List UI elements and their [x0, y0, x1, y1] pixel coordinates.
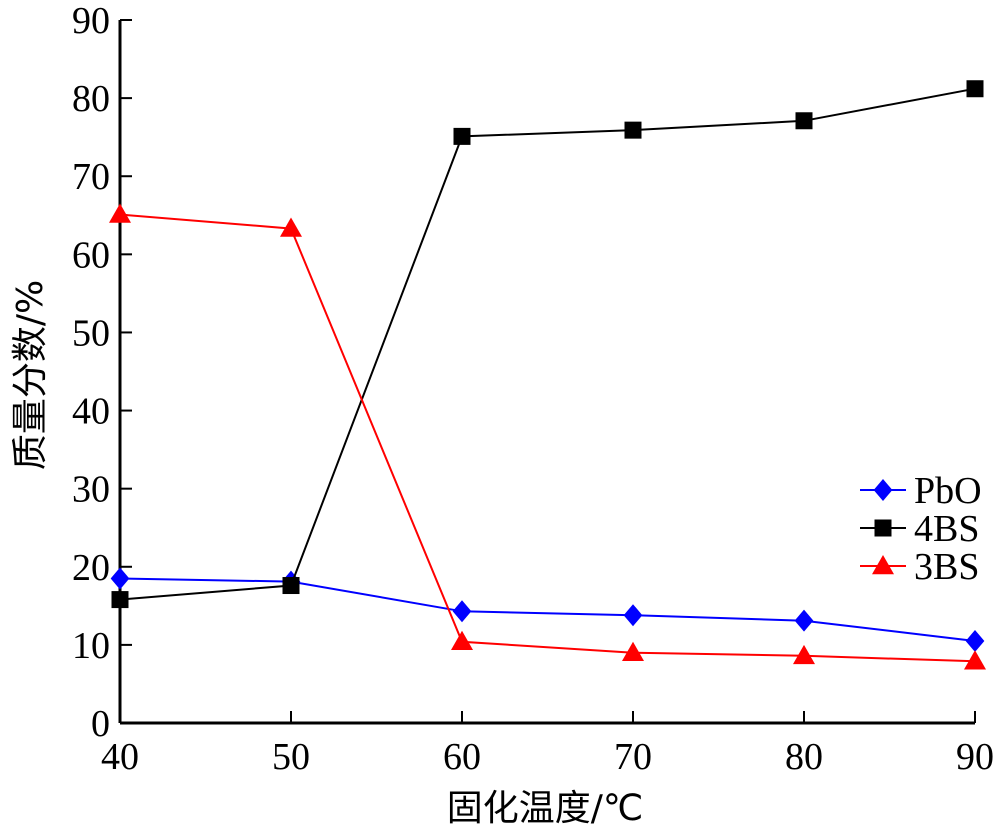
- y-tick-label: 50: [72, 312, 110, 354]
- data-point-pbo: [623, 604, 643, 627]
- axes: [118, 20, 975, 725]
- data-point-pbo: [965, 629, 985, 652]
- legend-entry-pbo: PbO: [860, 470, 982, 512]
- data-point-pbo: [794, 609, 814, 632]
- data-point-4bs: [624, 121, 642, 139]
- series-line-3bs: [119, 213, 976, 663]
- data-point-3bs: [109, 203, 131, 223]
- legend-entry-4bs: 4BS: [860, 508, 979, 550]
- series-pbo: [110, 567, 985, 652]
- x-tick-label: 80: [785, 736, 823, 778]
- legend-entry-3bs: 3BS: [860, 546, 979, 588]
- series-3bs: [109, 203, 986, 670]
- x-tick-label: 70: [614, 736, 652, 778]
- legend-marker: [872, 555, 894, 575]
- legend-label: 4BS: [914, 508, 979, 550]
- y-axis-ticks: 0 10 20 30 40 50 60 70 80 90: [72, 0, 132, 745]
- data-point-pbo: [452, 600, 472, 623]
- x-tick-label: 60: [443, 736, 481, 778]
- x-tick-label: 40: [101, 736, 139, 778]
- data-point-3bs: [964, 650, 986, 670]
- y-tick-label: 80: [72, 78, 110, 120]
- series-4bs: [111, 80, 984, 609]
- y-tick-label: 20: [72, 547, 110, 589]
- y-tick-label: 0: [91, 703, 110, 745]
- x-axis-title: 固化温度/℃: [447, 788, 644, 829]
- data-point-4bs: [966, 80, 984, 98]
- data-point-pbo: [110, 567, 130, 590]
- y-tick-label: 90: [72, 0, 110, 42]
- y-axis-title: 质量分数/%: [10, 280, 51, 470]
- data-point-3bs: [451, 630, 473, 651]
- data-point-3bs: [280, 217, 302, 237]
- y-tick-label: 60: [72, 234, 110, 276]
- data-point-3bs: [622, 641, 644, 661]
- legend-label: PbO: [914, 470, 982, 512]
- data-point-4bs: [453, 127, 471, 145]
- series-layer: [109, 80, 986, 670]
- data-point-3bs: [793, 644, 815, 665]
- series-line-pbo: [119, 577, 976, 642]
- x-tick-label: 90: [956, 736, 994, 778]
- y-tick-label: 70: [72, 156, 110, 198]
- series-line-4bs: [119, 87, 976, 601]
- legend-marker: [873, 479, 893, 501]
- data-point-4bs: [282, 577, 300, 595]
- legend-marker: [874, 519, 892, 537]
- data-point-4bs: [795, 112, 813, 130]
- x-axis-ticks: 40 50 60 70 80 90: [101, 711, 994, 778]
- legend-label: 3BS: [914, 546, 979, 588]
- y-tick-label: 40: [72, 391, 110, 433]
- x-tick-label: 50: [272, 736, 310, 778]
- y-tick-label: 10: [72, 625, 110, 667]
- data-point-4bs: [111, 591, 129, 609]
- y-tick-label: 30: [72, 469, 110, 511]
